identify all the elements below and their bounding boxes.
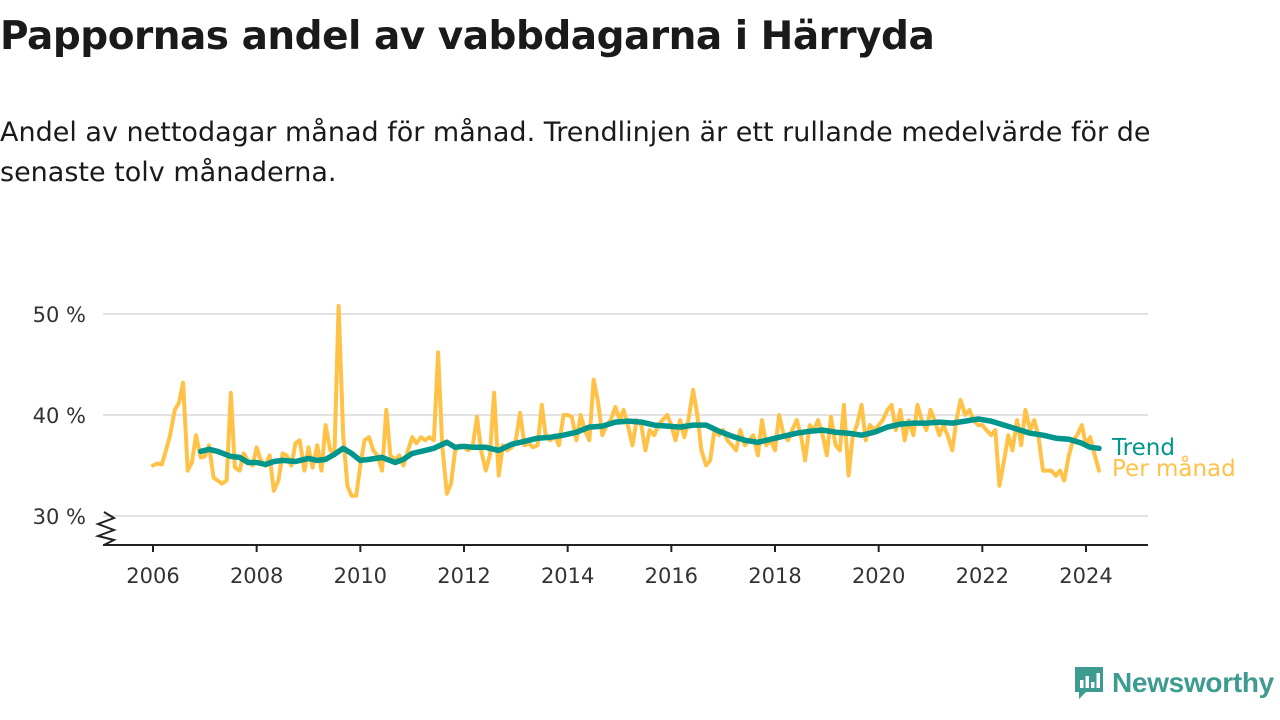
series-line-per-manad [151,303,1101,498]
series-label-trend: Trend [1111,435,1175,461]
y-axis-tick-labels: 30 % 40 % 50 % [33,303,86,529]
x-tick-label: 2022 [956,564,1009,588]
x-tick-label: 2016 [645,564,698,588]
x-tick-label: 2020 [852,564,905,588]
y-tick-label: 50 % [33,303,86,327]
axis-break-icon [94,511,117,546]
brand-name: Newsworthy [1112,667,1274,698]
newsworthy-logo-icon [1075,667,1103,699]
series-lines [151,303,1102,498]
x-tick-label: 2014 [541,564,594,588]
series-label-per-manad: Per månad [1112,454,1236,482]
x-tick-label: 2018 [748,564,801,588]
x-axis [103,544,1148,552]
x-tick-label: 2008 [230,564,283,588]
chart-subtitle: Andel av nettodagar månad för månad. Tre… [0,117,1151,188]
x-axis-tick-labels: 2006 2008 2010 2012 2014 2016 2018 2020 2022 2024 [126,564,1112,588]
chart-title: Pappornas andel av vabbdagarna i Härryda [0,14,935,59]
x-tick-label: 2012 [437,564,490,588]
y-tick-label: 40 % [33,404,86,428]
x-tick-label: 2024 [1059,564,1112,588]
x-tick-label: 2010 [334,564,387,588]
axis-break-zigzag [94,511,117,546]
series-line-trend [197,416,1102,468]
newsworthy-brand: Newsworthy [1072,664,1274,702]
x-tick-label: 2006 [126,564,179,588]
y-tick-label: 30 % [33,505,86,529]
